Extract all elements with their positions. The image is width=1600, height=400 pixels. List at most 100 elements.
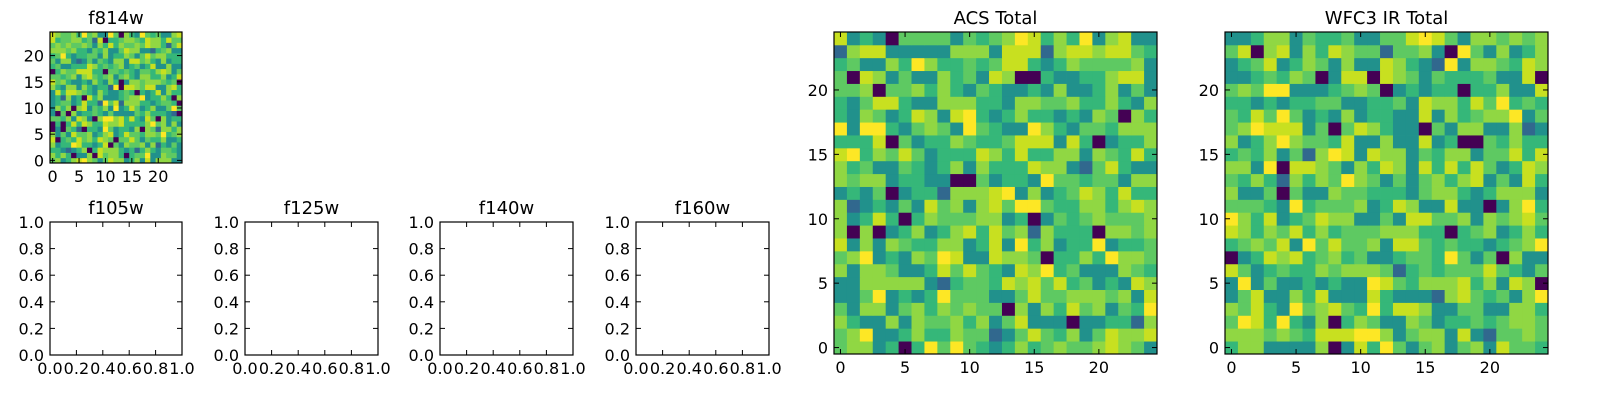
- heatmap-cell: [1509, 135, 1523, 149]
- heatmap-cell: [1131, 44, 1145, 59]
- heatmap-cell: [976, 328, 990, 342]
- heatmap-cell: [65, 47, 72, 54]
- heatmap-cell: [1276, 186, 1290, 200]
- heatmap-cell: [834, 32, 848, 46]
- heatmap-cell: [1328, 122, 1342, 136]
- heatmap-cell: [134, 131, 141, 138]
- heatmap-cell: [176, 94, 183, 101]
- heatmap-cell: [118, 152, 125, 159]
- heatmap-cell: [976, 135, 990, 149]
- heatmap-cell: [50, 89, 56, 96]
- heatmap-cell: [1118, 328, 1132, 342]
- heatmap-cell: [1014, 263, 1029, 278]
- heatmap-cell: [963, 276, 977, 290]
- heatmap-cell: [145, 42, 151, 49]
- heatmap-cell: [1144, 328, 1158, 342]
- heatmap-cell: [65, 84, 72, 91]
- heatmap-cell: [1001, 341, 1016, 355]
- heatmap-cell: [55, 131, 61, 138]
- heatmap-cell: [1315, 160, 1329, 175]
- heatmap-cell: [86, 32, 93, 38]
- heatmap-cell: [1053, 328, 1067, 342]
- heatmap-cell: [872, 83, 887, 97]
- heatmap-cell: [129, 126, 135, 132]
- heatmap-cell: [924, 225, 938, 239]
- heatmap-cell: [872, 173, 887, 187]
- heatmap-cell: [1367, 32, 1381, 46]
- heatmap-cell: [50, 58, 56, 64]
- heatmap-cell: [155, 115, 162, 122]
- heatmap-cell: [1483, 315, 1497, 329]
- heatmap-cell: [1237, 83, 1252, 97]
- heatmap-cell: [1237, 341, 1252, 355]
- heatmap-cell: [1367, 315, 1381, 329]
- heatmap-cell: [1405, 32, 1420, 46]
- heatmap-cell: [937, 289, 951, 303]
- heatmap-cell: [102, 68, 109, 75]
- heatmap-cell: [155, 121, 162, 127]
- heatmap-cell: [145, 136, 151, 143]
- heatmap-cell: [1131, 109, 1145, 123]
- heatmap-cell: [118, 89, 125, 96]
- heatmap-cell: [150, 126, 156, 132]
- y-tick-label: 0.6: [605, 266, 630, 285]
- heatmap-cell: [1522, 122, 1536, 136]
- heatmap-cell: [1509, 173, 1523, 187]
- heatmap-cell: [134, 147, 141, 153]
- heatmap-cell: [97, 89, 104, 96]
- heatmap-cell: [1014, 83, 1029, 97]
- heatmap-cell: [1276, 109, 1290, 123]
- heatmap-cell: [911, 147, 925, 162]
- heatmap-cell: [92, 110, 98, 117]
- heatmap-cell: [963, 173, 977, 187]
- heatmap-cell: [1079, 57, 1093, 72]
- heatmap-cell: [71, 121, 77, 127]
- heatmap-cell: [1289, 70, 1303, 84]
- heatmap-cell: [118, 58, 125, 64]
- heatmap-cell: [950, 276, 964, 290]
- heatmap-cell: [872, 341, 887, 355]
- heatmap-cell: [108, 131, 114, 138]
- heatmap-cell: [1263, 173, 1278, 187]
- heatmap-cell: [1457, 263, 1471, 278]
- heatmap-cell: [1092, 122, 1106, 136]
- heatmap-cell: [86, 42, 93, 49]
- heatmap-cell: [1092, 315, 1106, 329]
- heatmap-cell: [123, 63, 130, 70]
- heatmap-cell: [1040, 70, 1055, 84]
- heatmap-cell: [1250, 32, 1265, 46]
- heatmap-cell: [1354, 186, 1368, 200]
- heatmap-cell: [1509, 122, 1523, 136]
- heatmap-cell: [1066, 70, 1080, 84]
- heatmap-cell: [885, 238, 899, 252]
- heatmap-cell: [113, 37, 120, 43]
- heatmap-cell: [1092, 263, 1106, 278]
- heatmap-cell: [911, 250, 925, 265]
- axes-frame: [1224, 31, 1549, 355]
- heatmap-cell: [1302, 315, 1316, 329]
- heatmap-cell: [989, 276, 1003, 290]
- heatmap-cell: [1289, 302, 1303, 316]
- heatmap-cell: [1066, 173, 1080, 187]
- heatmap-cell: [65, 105, 72, 111]
- heatmap-cell: [1522, 199, 1536, 213]
- heatmap-cell: [872, 109, 887, 123]
- heatmap-cell: [1289, 328, 1303, 342]
- heatmap-cell: [976, 315, 990, 329]
- heatmap-cell: [1118, 263, 1132, 278]
- heatmap-cell: [155, 131, 162, 138]
- heatmap-cell: [1263, 250, 1278, 265]
- heatmap-cell: [1522, 289, 1536, 303]
- heatmap-cell: [834, 302, 848, 316]
- heatmap-cell: [1302, 302, 1316, 316]
- heatmap-cell: [55, 147, 61, 153]
- heatmap-cell: [86, 84, 93, 91]
- heatmap-cell: [1079, 122, 1093, 136]
- heatmap-cell: [81, 58, 88, 64]
- heatmap-cell: [86, 110, 93, 117]
- heatmap-cell: [1066, 96, 1080, 110]
- heatmap-cell: [1263, 96, 1278, 110]
- heatmap-cell: [1535, 109, 1549, 123]
